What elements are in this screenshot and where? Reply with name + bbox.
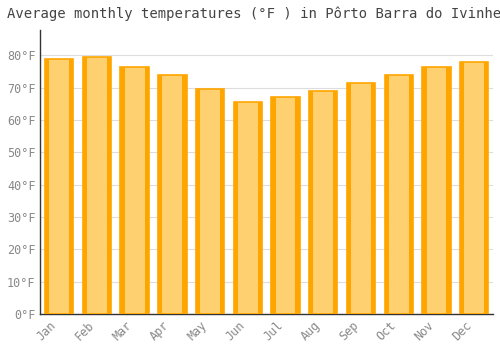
Bar [220, 89, 224, 314]
Bar [272, 97, 276, 314]
Bar [83, 57, 111, 314]
Bar [422, 67, 450, 314]
Bar [347, 83, 375, 314]
Bar [196, 89, 224, 314]
Bar [69, 59, 73, 314]
Bar [408, 75, 413, 314]
Bar [484, 62, 488, 314]
Bar [144, 67, 149, 314]
Bar [446, 67, 450, 314]
Bar [272, 97, 299, 314]
Bar [371, 83, 375, 314]
Bar [309, 91, 338, 314]
Bar [182, 75, 186, 314]
Bar [45, 59, 74, 314]
Bar [460, 62, 464, 314]
Bar [384, 75, 389, 314]
Bar [309, 91, 314, 314]
Bar [422, 67, 426, 314]
Bar [158, 75, 186, 314]
Bar [347, 83, 351, 314]
Bar [158, 75, 162, 314]
Bar [384, 75, 413, 314]
Bar [234, 102, 262, 314]
Bar [83, 57, 87, 314]
Bar [120, 67, 124, 314]
Title: Average monthly temperatures (°F ) in Pôrto Barra do Ivinheima: Average monthly temperatures (°F ) in Pô… [7, 7, 500, 21]
Bar [120, 67, 149, 314]
Bar [258, 102, 262, 314]
Bar [45, 59, 50, 314]
Bar [196, 89, 200, 314]
Bar [234, 102, 238, 314]
Bar [460, 62, 488, 314]
Bar [333, 91, 338, 314]
Bar [107, 57, 111, 314]
Bar [296, 97, 300, 314]
